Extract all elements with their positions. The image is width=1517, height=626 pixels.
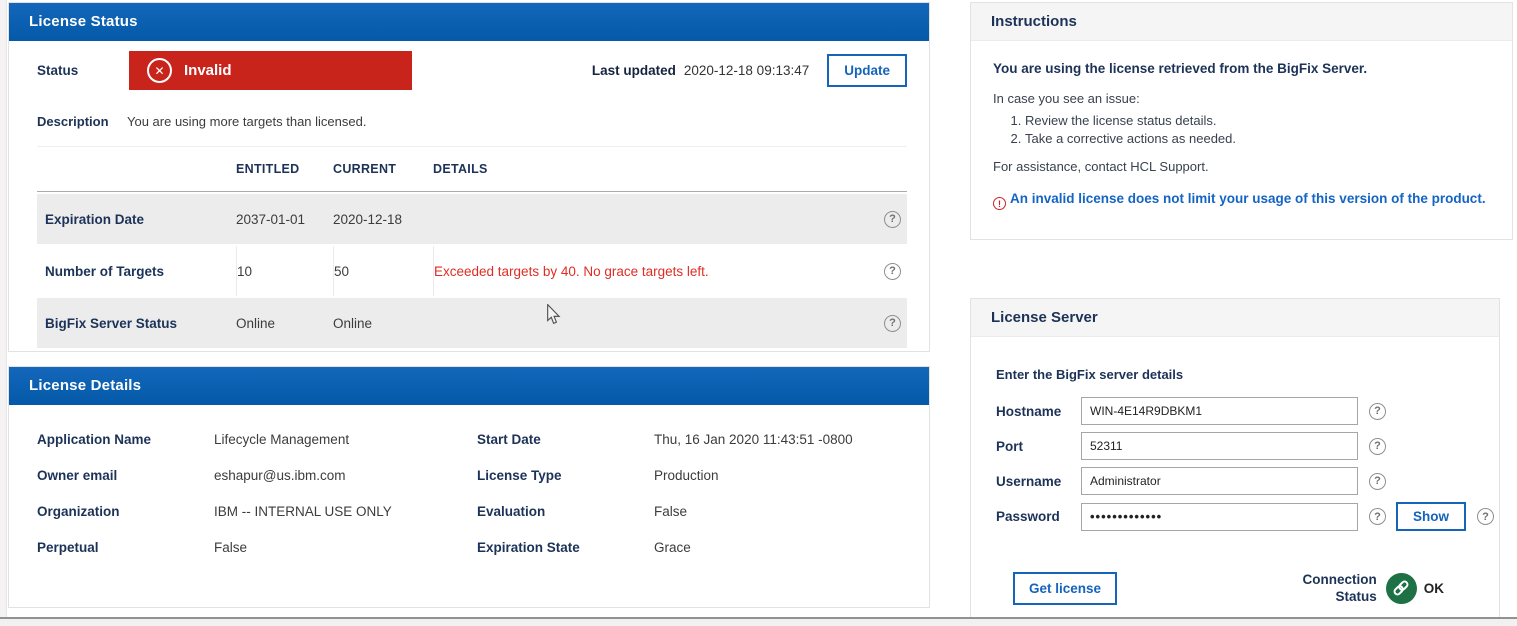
field-label: Organization — [37, 504, 120, 519]
instructions-step: Review the license status details. — [1025, 113, 1488, 128]
status-label: Status — [37, 63, 79, 78]
username-input[interactable] — [1081, 467, 1358, 495]
entitled-value: 10 — [236, 246, 333, 296]
current-value: 2020-12-18 — [333, 211, 403, 227]
connection-status-group: Connection Status OK — [1285, 571, 1445, 605]
chain-link-icon — [1385, 572, 1417, 604]
description-label: Description — [37, 114, 109, 129]
help-icon[interactable] — [1477, 508, 1494, 525]
field-label: Expiration State — [477, 540, 580, 555]
instructions-intro: You are using the license retrieved from… — [993, 61, 1368, 76]
instructions-body: You are using the license retrieved from… — [971, 41, 1512, 210]
help-icon[interactable] — [884, 314, 901, 332]
server-details-subtitle: Enter the BigFix server details — [996, 367, 1184, 382]
help-icon[interactable] — [884, 210, 901, 228]
current-value: Online — [333, 315, 373, 331]
row-label: Expiration Date — [45, 211, 145, 227]
port-row: Port — [996, 432, 1499, 460]
field-value: Lifecycle Management — [214, 432, 350, 447]
description-value: You are using more targets than licensed… — [127, 114, 367, 129]
table-row-expiration-date: Expiration Date 2037-01-01 2020-12-18 — [37, 194, 907, 244]
instructions-title: Instructions — [971, 3, 1512, 41]
warning-text: An invalid license does not limit your u… — [1010, 190, 1486, 206]
instructions-issue-line: In case you see an issue: — [993, 91, 1140, 106]
field-value: Grace — [654, 540, 691, 555]
current-value: 50 — [333, 246, 433, 296]
instructions-steps: Review the license status details. Take … — [1025, 113, 1488, 146]
username-row: Username — [996, 467, 1499, 495]
col-current: CURRENT — [333, 162, 397, 176]
license-details-title: License Details — [9, 367, 929, 405]
status-row: Status Invalid Last updated 2020-12-18 0… — [9, 41, 929, 90]
description-row: Description You are using more targets t… — [9, 90, 929, 129]
password-label: Password — [996, 509, 1060, 524]
update-button[interactable]: Update — [827, 54, 907, 87]
help-icon[interactable] — [1369, 508, 1386, 525]
field-value: eshapur@us.ibm.com — [214, 468, 346, 483]
password-row: Password Show — [996, 502, 1499, 531]
help-icon[interactable] — [884, 262, 901, 280]
connection-status-value: OK — [1423, 580, 1444, 596]
server-form: Hostname Port Username Password Show — [971, 382, 1499, 531]
last-updated-group: Last updated 2020-12-18 09:13:47 Update — [592, 54, 907, 87]
field-value: False — [654, 504, 688, 519]
entitled-value: 2037-01-01 — [236, 211, 306, 227]
instructions-panel: Instructions You are using the license r… — [970, 2, 1513, 240]
hostname-row: Hostname — [996, 397, 1499, 425]
license-status-table: ENTITLED CURRENT DETAILS Expiration Date… — [37, 146, 907, 348]
show-password-button[interactable]: Show — [1396, 502, 1466, 531]
license-status-title: License Status — [9, 3, 929, 41]
field-label: Application Name — [37, 432, 152, 447]
license-status-panel: License Status Status Invalid Last updat… — [8, 2, 930, 352]
port-input[interactable] — [1081, 432, 1358, 460]
invalid-circle-x-icon — [147, 58, 172, 83]
get-license-button[interactable]: Get license — [1013, 571, 1118, 605]
instructions-warning: An invalid license does not limit your u… — [993, 187, 1488, 210]
instructions-assistance: For assistance, contact HCL Support. — [993, 159, 1209, 174]
hostname-input[interactable] — [1081, 397, 1358, 425]
help-icon[interactable] — [1369, 472, 1386, 490]
status-badge: Invalid — [129, 51, 412, 90]
hostname-label: Hostname — [996, 403, 1062, 419]
license-server-panel: License Server Enter the BigFix server d… — [970, 298, 1500, 618]
last-updated-label: Last updated — [591, 63, 676, 78]
field-label: License Type — [477, 468, 562, 483]
warning-exclamation-icon — [993, 197, 1006, 210]
field-value: False — [214, 540, 248, 555]
details-alert-text: Exceeded targets by 40. No grace targets… — [433, 246, 863, 296]
field-value: IBM -- INTERNAL USE ONLY — [214, 504, 392, 519]
table-row-bigfix-server-status: BigFix Server Status Online Online — [37, 298, 907, 348]
license-server-title: License Server — [971, 299, 1499, 337]
username-label: Username — [996, 473, 1062, 489]
entitled-value: Online — [236, 315, 276, 331]
table-row-number-of-targets: Number of Targets 10 50 Exceeded targets… — [37, 246, 907, 296]
server-footer: Get license Connection Status OK — [971, 538, 1499, 605]
field-label: Evaluation — [477, 504, 546, 519]
connection-status-label: Connection Status — [1302, 572, 1377, 604]
window-left-edge — [0, 0, 7, 617]
field-label: Perpetual — [37, 540, 99, 555]
port-label: Port — [996, 438, 1023, 454]
window-bottom-edge — [0, 617, 1517, 626]
field-label: Owner email — [37, 468, 118, 483]
row-label: Number of Targets — [45, 263, 165, 279]
instructions-step: Take a corrective actions as needed. — [1025, 131, 1488, 146]
row-label: BigFix Server Status — [45, 315, 178, 331]
last-updated-value: 2020-12-18 09:13:47 — [683, 63, 810, 78]
table-header-row: ENTITLED CURRENT DETAILS — [37, 147, 907, 192]
help-icon[interactable] — [1369, 402, 1386, 420]
license-details-grid: Application Name Lifecycle Management St… — [9, 405, 929, 555]
help-icon[interactable] — [1369, 437, 1386, 455]
status-badge-text: Invalid — [184, 62, 232, 79]
license-details-panel: License Details Application Name Lifecyc… — [8, 366, 930, 608]
password-input[interactable] — [1081, 502, 1358, 531]
col-entitled: ENTITLED — [236, 162, 300, 176]
field-value: Production — [654, 468, 719, 483]
field-value: Thu, 16 Jan 2020 11:43:51 -0800 — [654, 432, 853, 447]
field-label: Start Date — [477, 432, 541, 447]
col-details: DETAILS — [433, 162, 488, 176]
